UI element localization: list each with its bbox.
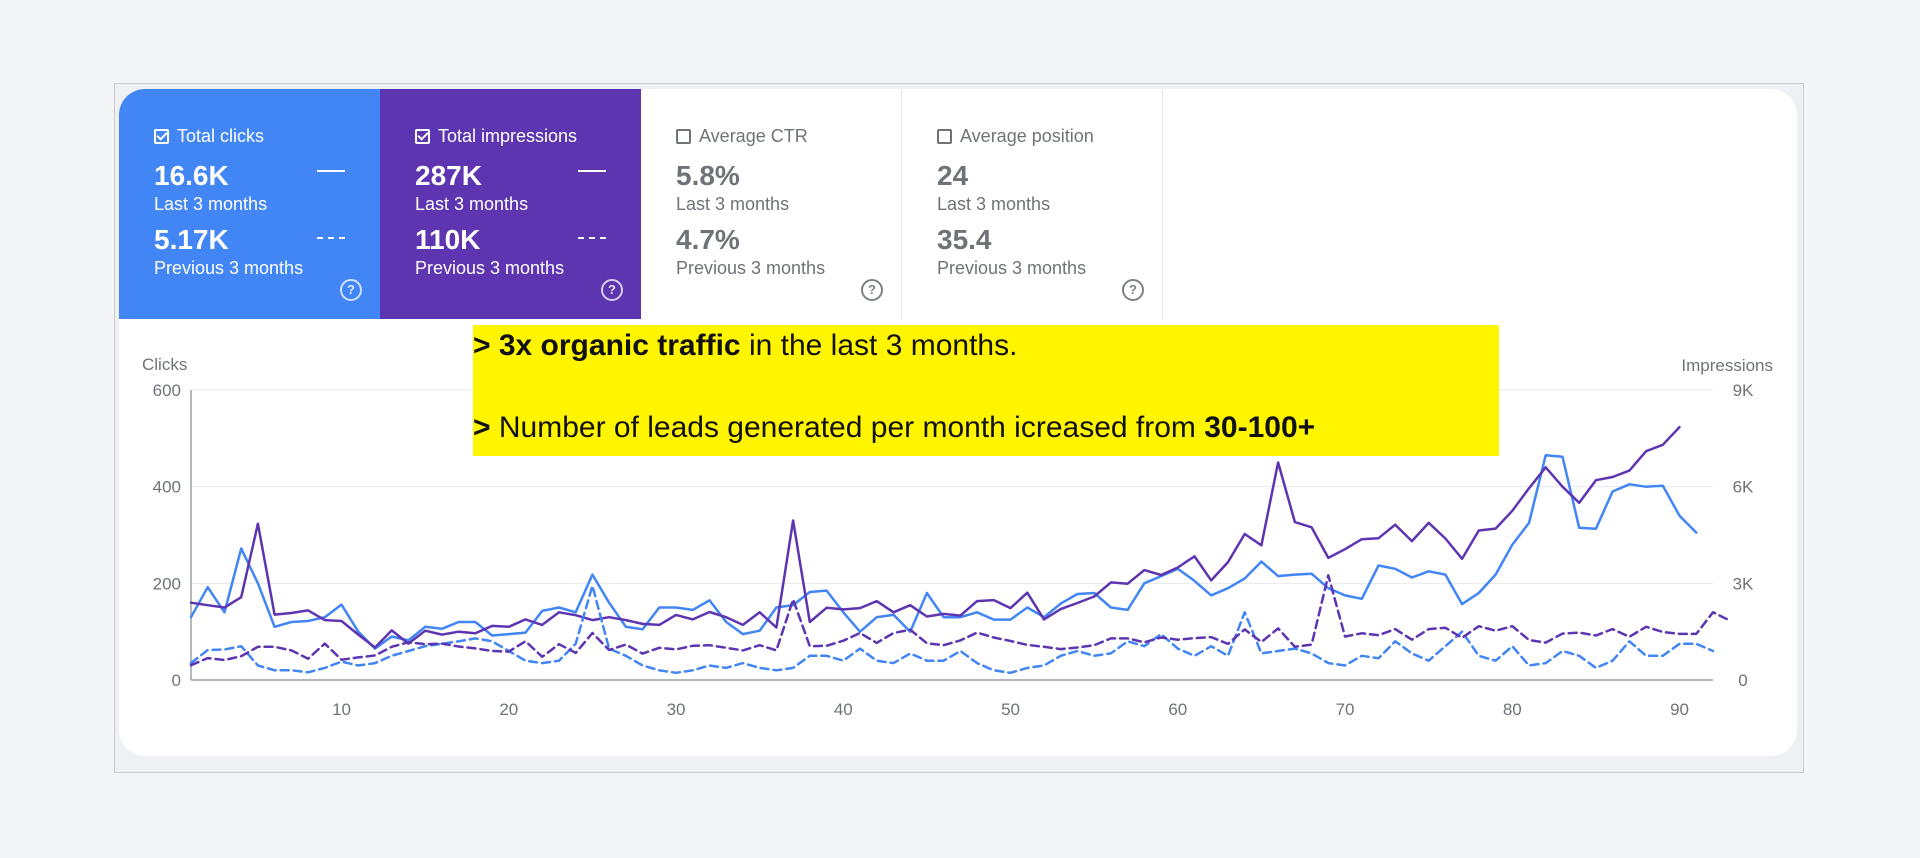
previous-period-label: Previous 3 months — [937, 258, 1087, 278]
series-line-total-impressions-previous-3-months — [189, 574, 1731, 667]
banner-line-2-prefix: > — [473, 411, 491, 444]
x-tick-label: 60 — [1168, 700, 1187, 719]
solid-line-legend-icon — [578, 170, 606, 172]
x-tick-label: 80 — [1503, 700, 1522, 719]
banner-line-1-text: in the last 3 months. — [740, 329, 1018, 362]
solid-line-legend-icon — [317, 170, 345, 172]
y2-tick-label: 6K — [1733, 478, 1754, 497]
previous-period-label: Previous 3 months — [154, 258, 304, 278]
y2-axis-title: Impressions — [1681, 356, 1773, 375]
current-period-label: Last 3 months — [676, 194, 790, 214]
x-tick-label: 20 — [499, 700, 518, 719]
previous-value: 4.7% — [676, 224, 740, 255]
help-icon[interactable]: ? — [861, 279, 883, 301]
x-tick-label: 70 — [1336, 700, 1355, 719]
banner-line-2-highlight: 30-100+ — [1204, 411, 1316, 444]
banner-line-2-text: Number of leads generated per month icre… — [490, 411, 1205, 444]
card-average-position[interactable]: Average position 24 Last 3 months 35.4 P… — [902, 89, 1163, 319]
current-value: 287K — [415, 160, 482, 191]
y2-tick-label: 3K — [1733, 574, 1754, 593]
x-tick-label: 10 — [332, 700, 351, 719]
current-period-label: Last 3 months — [937, 194, 1051, 214]
x-tick-label: 30 — [667, 700, 686, 719]
banner-line-2: > Number of leads generated per month ic… — [473, 407, 1315, 449]
current-value: 24 — [937, 160, 969, 191]
banner-line-1: > 3x organic traffic in the last 3 month… — [473, 325, 1017, 367]
current-value: 5.8% — [676, 160, 740, 191]
checkbox-checked-icon[interactable] — [415, 128, 430, 144]
dashed-line-legend-icon — [317, 237, 345, 239]
y2-tick-label: 9K — [1733, 381, 1754, 400]
card-total-impressions[interactable]: Total impressions 287K Last 3 months 110… — [380, 89, 641, 319]
current-period-label: Last 3 months — [154, 194, 268, 214]
y-axis-title: Clicks — [142, 355, 187, 374]
current-value: 16.6K — [154, 160, 229, 191]
series-line-total-impressions-last-3-months — [189, 425, 1681, 649]
previous-period-label: Previous 3 months — [415, 258, 565, 278]
metric-cards: Total clicks 16.6K Last 3 months 5.17K P… — [119, 89, 1163, 319]
current-period-label: Last 3 months — [415, 194, 529, 214]
card-label: Total clicks — [177, 125, 265, 146]
series-line-total-clicks-previous-3-months — [189, 584, 1715, 675]
help-icon[interactable]: ? — [601, 279, 623, 301]
help-icon[interactable]: ? — [1122, 279, 1144, 301]
x-tick-label: 40 — [834, 700, 853, 719]
checkbox-checked-icon[interactable] — [154, 128, 169, 144]
card-average-ctr[interactable]: Average CTR 5.8% Last 3 months 4.7% Prev… — [641, 89, 902, 319]
y-tick-label: 200 — [153, 574, 181, 593]
previous-value: 110K — [415, 224, 481, 255]
y-tick-label: 600 — [153, 381, 181, 400]
checkbox-unchecked-icon[interactable] — [676, 128, 691, 144]
y-tick-label: 0 — [172, 671, 181, 690]
card-total-clicks[interactable]: Total clicks 16.6K Last 3 months 5.17K P… — [119, 89, 380, 319]
y2-tick-label: 0 — [1738, 671, 1747, 690]
x-tick-label: 90 — [1670, 700, 1689, 719]
highlight-banner: > 3x organic traffic in the last 3 month… — [473, 325, 1499, 456]
checkbox-unchecked-icon[interactable] — [937, 128, 952, 144]
y-tick-label: 400 — [153, 478, 181, 497]
previous-value: 5.17K — [154, 224, 229, 255]
help-icon[interactable]: ? — [340, 279, 362, 301]
previous-value: 35.4 — [937, 224, 992, 255]
x-tick-label: 50 — [1001, 700, 1020, 719]
card-label: Total impressions — [438, 125, 578, 146]
previous-period-label: Previous 3 months — [676, 258, 826, 278]
card-label: Average position — [960, 125, 1094, 146]
dashed-line-legend-icon — [578, 237, 606, 239]
banner-line-1-bold: > 3x organic traffic — [473, 329, 741, 362]
series-line-total-clicks-last-3-months — [189, 454, 1698, 650]
card-label: Average CTR — [699, 125, 808, 146]
